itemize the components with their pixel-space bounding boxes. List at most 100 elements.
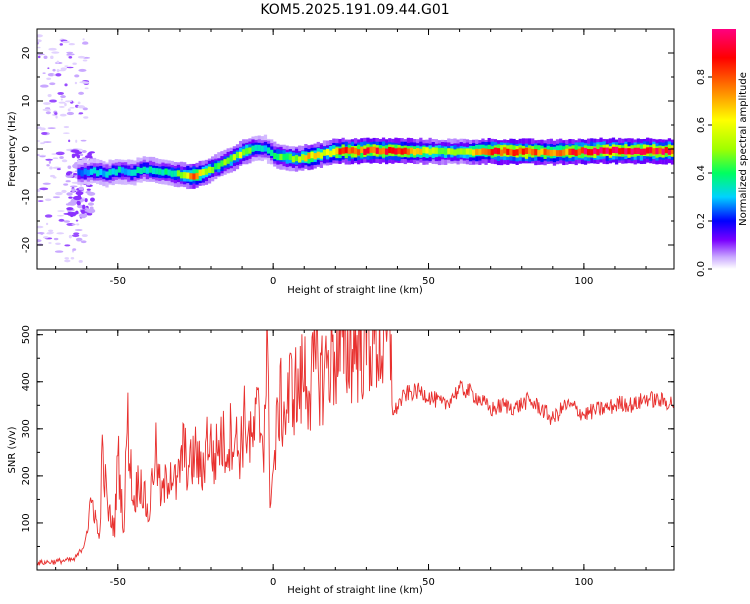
spectrogram-noise-blob <box>81 150 87 153</box>
colorbar-label: Normalized spectral amplitude <box>738 72 749 226</box>
spectrogram-noise-blob <box>77 101 81 105</box>
spectrogram-noise-blob <box>56 214 65 217</box>
spectrogram-noise-blob <box>61 189 67 193</box>
spectrogram-noise-blob <box>65 172 71 176</box>
spectrogram-noise-blob <box>78 91 84 95</box>
spectrogram-noise-blob <box>80 209 86 214</box>
spectrogram-cell <box>232 154 237 161</box>
spectrogram-noise-blob <box>40 84 49 88</box>
colorbar-tick-label: 0.2 <box>696 213 707 229</box>
spectrogram-noise-blob <box>46 164 50 167</box>
spectrogram-noise-blob <box>52 68 56 72</box>
spectrogram-cell <box>524 147 529 154</box>
spectrogram-cell <box>543 148 547 156</box>
spectrogram-noise-blob <box>73 232 80 235</box>
spectrogram-cell <box>555 150 560 157</box>
spectrogram-cell <box>534 149 538 156</box>
spectrogram-cell <box>335 147 339 155</box>
spectrogram-noise-blob <box>37 154 40 156</box>
spectrogram-cell <box>291 156 296 163</box>
spectrogram-noise-blob <box>62 40 70 44</box>
spectrogram-noise-blob <box>55 115 58 119</box>
spectrogram-ytick-label: 20 <box>21 47 32 60</box>
spectrogram-noise-blob <box>72 248 77 251</box>
spectrogram-noise-blob <box>67 212 76 216</box>
spectrogram-noise-blob <box>43 55 48 59</box>
spectrogram-noise-blob <box>67 165 72 170</box>
spectrogram-noise-blob <box>47 73 55 77</box>
spectrogram-cell <box>220 160 224 167</box>
spectrogram-cell <box>270 149 274 157</box>
spectrogram-ylabel: Frequency (Hz) <box>7 111 18 187</box>
spectrogram-cell <box>642 148 647 155</box>
spectrogram-cell <box>167 169 171 176</box>
spectrogram-cell <box>478 148 482 156</box>
spectrogram-noise-blob <box>74 74 80 78</box>
spectrogram-noise-blob <box>41 131 48 135</box>
spectrogram-cell <box>416 148 420 155</box>
spectrogram-noise-blob <box>56 232 65 235</box>
spectrogram-noise-blob <box>78 112 84 115</box>
spectrogram-noise-blob <box>49 166 53 170</box>
spectrogram-noise-blob <box>68 43 76 46</box>
spectrogram-cell <box>142 166 146 173</box>
spectrogram-noise-blob <box>42 108 52 111</box>
spectrogram-cell <box>444 148 448 155</box>
spectrogram-cell <box>540 148 544 155</box>
spectrogram-noise-blob <box>67 108 71 112</box>
spectrogram-noise-blob <box>66 51 73 54</box>
spectrogram-cell <box>301 154 305 161</box>
spectrogram-cell <box>139 167 143 175</box>
spectrogram-cell <box>667 148 672 155</box>
spectrogram-cell <box>409 147 414 154</box>
colorbar: 0.0 0.2 0.4 0.6 0.8 Normalized spectral ampl… <box>696 29 749 277</box>
spectrogram-noise-blob <box>64 257 70 260</box>
spectrogram-noise-blob <box>85 190 92 194</box>
spectrogram-noise-blob <box>68 196 73 199</box>
spectrogram-noise-blob <box>81 234 88 238</box>
spectrogram-cell <box>372 146 376 153</box>
spectrogram-cell <box>406 148 411 155</box>
spectrogram-noise-blob <box>37 53 45 56</box>
spectrogram-cell <box>117 166 122 173</box>
spectrogram-cell <box>574 149 578 156</box>
spectrogram-cell <box>506 148 510 155</box>
spectrogram-cell <box>357 149 361 156</box>
spectrogram-cell <box>316 151 320 158</box>
spectrogram-noise-blob <box>74 81 78 85</box>
spectrogram-cell <box>484 148 488 155</box>
spectrogram-noise-blob <box>83 116 89 119</box>
spectrogram-noise-blob <box>48 242 52 244</box>
spectrogram-noise-blob <box>40 142 45 145</box>
spectrogram-cell <box>114 169 118 176</box>
spectrogram-noise-blob <box>84 198 88 203</box>
snr-ytick-label: 400 <box>21 372 32 391</box>
spectrogram-cell <box>614 146 619 154</box>
spectrogram-cell <box>503 147 507 154</box>
spectrogram-cell <box>242 149 246 156</box>
spectrogram-cell <box>378 148 383 155</box>
spectrogram-noise-blob <box>81 42 89 45</box>
spectrogram-cell <box>360 146 364 154</box>
spectrogram-cell <box>257 144 261 152</box>
spectrogram-ytick-label: -10 <box>21 189 32 205</box>
snr-xtick-label: 0 <box>270 577 276 588</box>
spectrogram-cell <box>546 149 550 156</box>
spectrogram-cell <box>214 163 218 170</box>
spectrogram-cell <box>559 150 563 157</box>
spectrogram-cell <box>161 169 165 176</box>
spectrogram-cell <box>204 168 209 175</box>
spectrogram-cell <box>173 170 177 177</box>
spectrogram-cell <box>521 148 526 155</box>
spectrogram-noise-blob <box>43 102 51 105</box>
spectrogram-cell <box>347 147 351 154</box>
spectrogram-cell <box>195 172 199 180</box>
spectrogram-cell <box>422 146 426 154</box>
spectrogram-cell <box>661 148 665 155</box>
spectrogram-cell <box>96 170 100 177</box>
spectrogram-content <box>37 34 674 263</box>
spectrogram-xtick-label: 0 <box>270 276 276 287</box>
spectrogram-cell <box>164 168 168 175</box>
